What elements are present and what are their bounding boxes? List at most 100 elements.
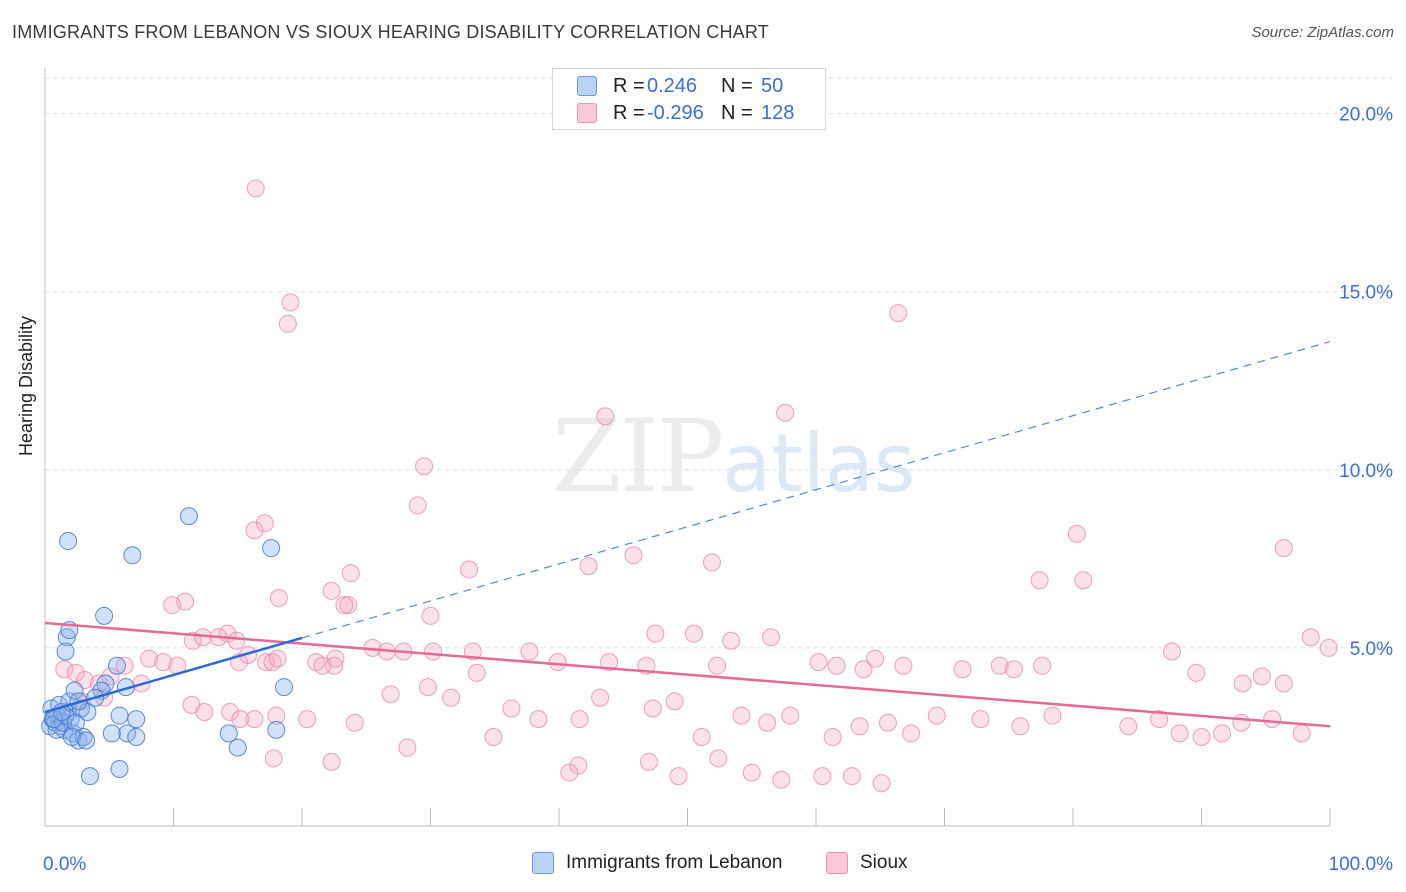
sioux-point	[624, 546, 643, 565]
lebanon-point	[123, 546, 142, 565]
legend-row-lebanon: R = 0.246 N = 50	[577, 73, 783, 99]
lebanon-point	[219, 724, 238, 743]
lebanon-point	[78, 703, 97, 722]
sioux-point	[278, 314, 297, 333]
sioux-point	[872, 774, 891, 793]
legend-r-value: 0.246	[647, 74, 698, 97]
y-tick-label: 15.0%	[1339, 283, 1393, 304]
lebanon-point	[107, 656, 126, 675]
sioux-point	[579, 556, 598, 575]
sioux-point	[878, 713, 897, 732]
sioux-point	[854, 660, 873, 679]
sioux-point	[502, 699, 521, 718]
sioux-point	[722, 631, 741, 650]
sioux-point	[66, 663, 85, 682]
sioux-point	[990, 656, 1009, 675]
lebanon-point	[95, 606, 114, 625]
sioux-point	[1011, 717, 1030, 736]
sioux-point	[772, 770, 791, 789]
sioux-point	[424, 642, 443, 661]
sioux-point	[776, 403, 795, 422]
sioux-point	[257, 653, 276, 672]
sioux-point	[1170, 724, 1189, 743]
sioux-point	[281, 293, 300, 312]
sioux-point	[298, 710, 317, 729]
sioux-point	[1150, 710, 1169, 729]
sioux-point	[646, 624, 665, 643]
stats-legend: R = 0.246 N = 50 R = -0.296 N = 128	[552, 68, 826, 130]
sioux-point	[267, 706, 286, 725]
sioux-point	[1162, 642, 1181, 661]
sioux-point	[1232, 713, 1251, 732]
sioux-point	[600, 653, 619, 672]
sioux-point	[268, 649, 287, 668]
sioux-point	[341, 564, 360, 583]
source-credit: Source: ZipAtlas.com	[1251, 24, 1394, 41]
watermark-atlas: atlas	[722, 417, 916, 510]
sioux-point	[702, 553, 721, 572]
legend-n-value: 50	[761, 74, 784, 97]
lebanon-point	[228, 738, 247, 757]
sioux-point	[732, 706, 751, 725]
sioux-point	[1233, 674, 1252, 693]
bottom-swatch-blue	[532, 852, 554, 874]
lebanon-point	[275, 678, 294, 697]
sioux-point	[665, 692, 684, 711]
lebanon-point	[65, 681, 84, 700]
bottom-legend-label: Immigrants from Lebanon	[566, 852, 783, 873]
sioux-point	[322, 581, 341, 600]
sioux-point	[231, 710, 250, 729]
legend-n-value: 128	[761, 101, 795, 124]
sioux-point	[894, 656, 913, 675]
sioux-point	[183, 631, 202, 650]
sioux-point	[398, 738, 417, 757]
sioux-point	[742, 763, 761, 782]
lebanon-point	[77, 731, 96, 750]
y-tick-label: 20.0%	[1339, 105, 1393, 126]
lebanon-point	[267, 720, 286, 739]
sioux-point	[55, 660, 74, 679]
sioux-point	[1074, 571, 1093, 590]
sioux-point	[195, 703, 214, 722]
sioux-point	[221, 703, 240, 722]
sioux-point	[467, 663, 486, 682]
sioux-point	[548, 653, 567, 672]
sioux-point	[263, 653, 282, 672]
sioux-point	[269, 589, 288, 608]
sioux-point	[415, 457, 434, 476]
sioux-point	[245, 710, 264, 729]
sioux-point	[684, 624, 703, 643]
y-tick-label: 5.0%	[1350, 639, 1393, 660]
bottom-legend-lebanon: Immigrants from Lebanon	[532, 852, 783, 874]
sioux-point	[560, 763, 579, 782]
sioux-point	[1274, 539, 1293, 558]
bottom-legend-label: Sioux	[860, 852, 908, 873]
chart-title: IMMIGRANTS FROM LEBANON VS SIOUX HEARING…	[12, 22, 769, 42]
sioux-point	[1274, 674, 1293, 693]
x-tick-label-min: 0.0%	[43, 854, 86, 875]
lebanon-point	[62, 727, 81, 746]
legend-swatch-pink	[577, 103, 597, 123]
lebanon-point	[127, 727, 146, 746]
sioux-point	[463, 642, 482, 661]
sioux-point	[418, 678, 437, 697]
sioux-point	[781, 706, 800, 725]
sioux-point	[1319, 638, 1338, 657]
sioux-point	[1187, 663, 1206, 682]
sioux-trend-line	[44, 621, 1331, 728]
sioux-point	[246, 179, 265, 198]
legend-n-label: N =	[721, 101, 753, 124]
sioux-point	[902, 724, 921, 743]
lebanon-point	[118, 724, 137, 743]
legend-row-sioux: R = -0.296 N = 128	[577, 100, 794, 126]
sioux-point	[823, 727, 842, 746]
sioux-point	[227, 631, 246, 650]
sioux-point	[866, 649, 885, 668]
sioux-point	[953, 660, 972, 679]
sioux-point	[1292, 724, 1311, 743]
legend-r-label: R =	[613, 101, 645, 124]
lebanon-point	[179, 507, 198, 526]
sioux-point	[813, 767, 832, 786]
sioux-point	[255, 514, 274, 533]
